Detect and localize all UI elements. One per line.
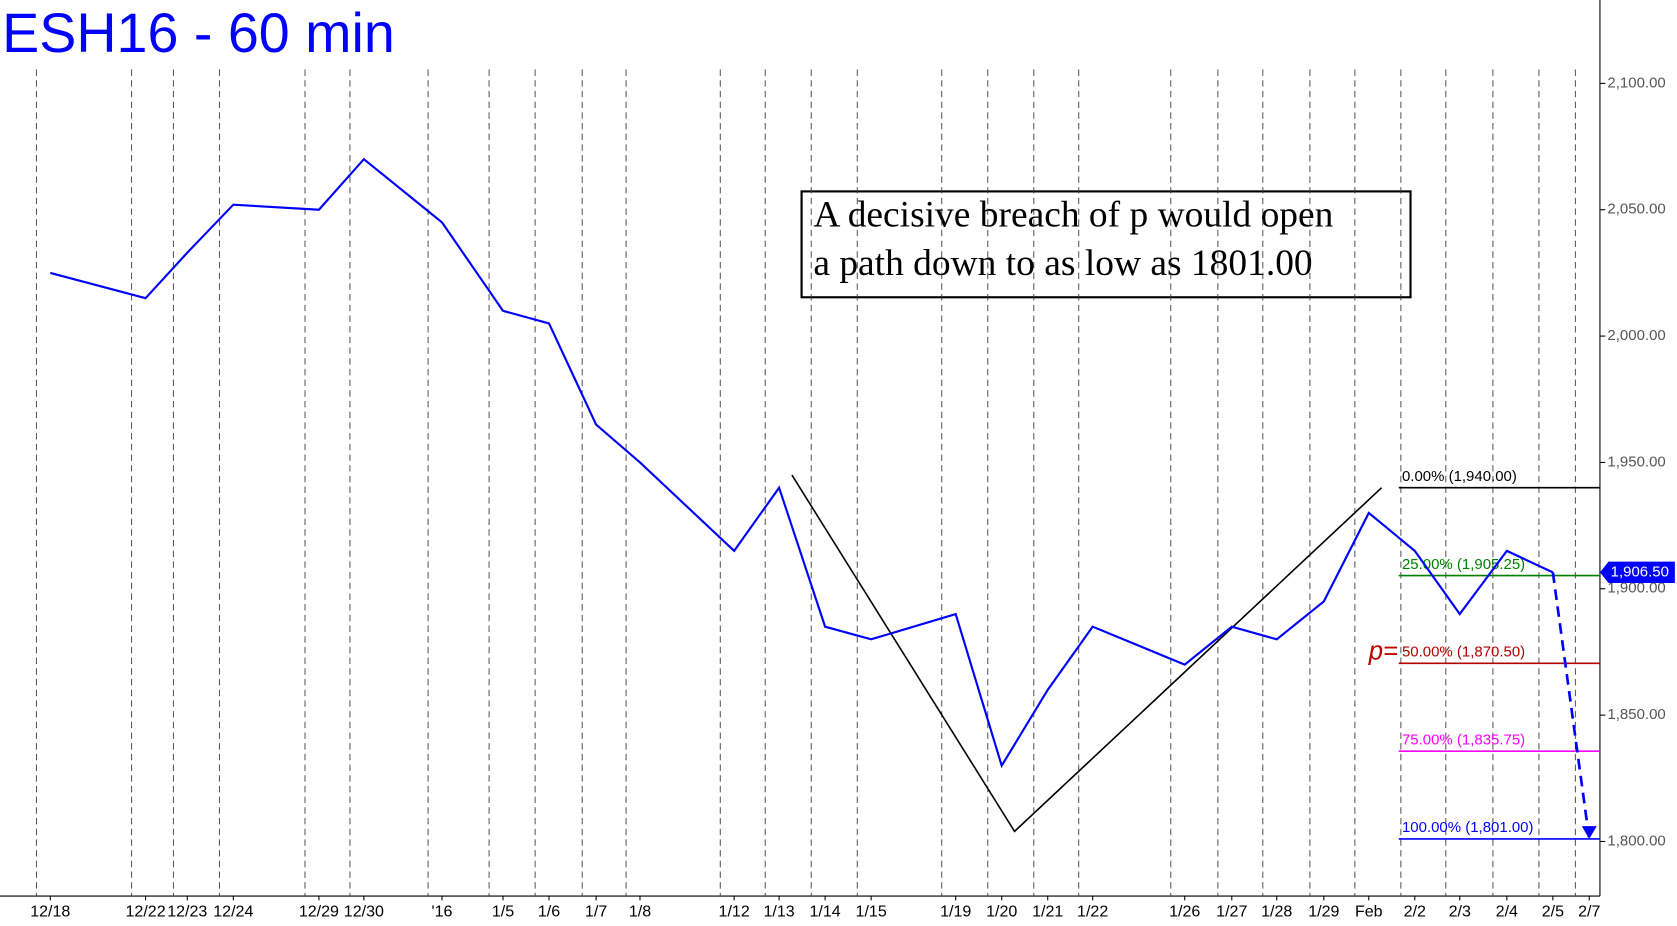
chart-title: ESH16 - 60 min [2,2,395,64]
y-tick-label: 1,800.00 [1607,832,1665,849]
x-tick-label: 1/26 [1169,902,1200,920]
x-tick-label: 12/22 [125,902,165,920]
level-label: 50.00% (1,870.50) [1402,644,1525,661]
price-line [50,157,1554,769]
y-tick-label: 2,050.00 [1607,201,1665,218]
x-tick-label: 1/27 [1216,902,1247,920]
annotation-box [800,190,1412,299]
x-tick-label: '16 [432,902,453,920]
projection-arrowhead [1581,826,1597,839]
y-tick-label: 1,850.00 [1607,706,1665,723]
x-tick-label: Feb [1355,902,1383,920]
x-tick-label: 1/28 [1261,902,1292,920]
x-tick-label: 2/4 [1496,902,1518,920]
x-tick-label: 12/18 [30,902,70,920]
x-tick-label: 1/29 [1308,902,1339,920]
x-tick-label: 1/12 [719,902,750,920]
x-tick-label: 1/20 [986,902,1017,920]
projection-line [1551,572,1591,840]
y-tick-label: 2,000.00 [1607,327,1665,344]
last-price-label: 1,906.50 [1611,563,1669,580]
y-tick-label: 1,900.00 [1607,580,1665,597]
y-tick-label: 1,950.00 [1607,453,1665,470]
x-tick-label: 12/29 [299,902,339,920]
x-tick-label: 1/7 [585,902,607,920]
x-tick-label: 1/14 [810,902,841,920]
x-tick-label: 1/8 [629,902,651,920]
level-label: 0.00% (1,940.00) [1402,468,1517,485]
x-tick-label: 1/19 [940,902,971,920]
x-tick-label: 2/7 [1578,902,1600,920]
x-tick-label: 12/30 [344,902,384,920]
x-tick-label: 12/24 [213,902,253,920]
pattern-line [791,474,1383,833]
x-tick-label: 2/2 [1404,902,1426,920]
x-tick-label: 1/13 [763,902,794,920]
x-tick-label: 2/5 [1542,902,1564,920]
y-tick-label: 2,100.00 [1607,74,1665,91]
x-tick-label: 1/15 [856,902,887,920]
x-tick-label: 1/21 [1032,902,1063,920]
annotation: A decisive breach of p would open [813,195,1333,236]
annotation: a path down to as low as 1801.00 [813,243,1312,284]
level-label: 75.00% (1,835.75) [1402,731,1525,748]
x-tick-label: 12/23 [167,902,207,920]
p-label: p= [1368,637,1398,665]
level-label: 100.00% (1,801.00) [1402,819,1534,836]
last-price-tag [1599,561,1675,584]
x-tick-label: 1/6 [538,902,560,920]
x-tick-label: 1/22 [1077,902,1108,920]
x-tick-label: 1/5 [492,902,514,920]
x-tick-label: 2/3 [1449,902,1471,920]
